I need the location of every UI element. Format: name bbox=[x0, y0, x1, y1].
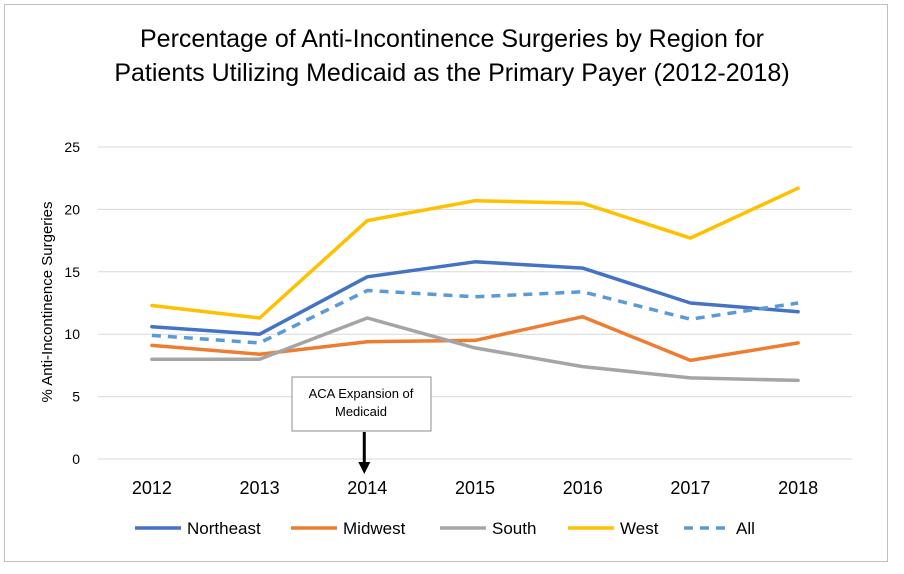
y-tick-label: 10 bbox=[64, 326, 80, 342]
series-lines bbox=[150, 186, 800, 383]
chart-title: Percentage of Anti-Incontinence Surgerie… bbox=[0, 22, 904, 90]
legend-label-south: South bbox=[492, 519, 536, 538]
x-tick-label: 2018 bbox=[778, 478, 818, 498]
chart-title-line1: Percentage of Anti-Incontinence Surgerie… bbox=[140, 25, 764, 53]
chart-title-line2: Patients Utilizing Medicaid as the Prima… bbox=[114, 59, 790, 87]
legend-label-west: West bbox=[620, 519, 659, 538]
annotation-text-line1: ACA Expansion of bbox=[309, 386, 414, 401]
legend-label-midwest: Midwest bbox=[343, 519, 406, 538]
y-axis-ticks: 0 5 10 15 20 25 bbox=[64, 139, 80, 467]
x-tick-label: 2016 bbox=[563, 478, 603, 498]
x-tick-label: 2015 bbox=[455, 478, 495, 498]
legend-label-all: All bbox=[736, 519, 755, 538]
x-tick-label: 2012 bbox=[132, 478, 172, 498]
y-tick-label: 0 bbox=[72, 451, 80, 467]
annotation-box bbox=[291, 376, 432, 432]
series-line-west bbox=[150, 186, 800, 320]
legend-label-northeast: Northeast bbox=[187, 519, 261, 538]
y-axis-label: % Anti-Incontinence Surgeries bbox=[39, 202, 56, 403]
chart-frame bbox=[4, 4, 888, 562]
legend: Northeast Midwest South West All bbox=[135, 519, 755, 538]
x-axis-ticks: 2012 2013 2014 2015 2016 2017 2018 bbox=[132, 478, 818, 498]
series-line-northeast bbox=[150, 260, 800, 336]
y-tick-label: 5 bbox=[72, 389, 80, 405]
x-tick-label: 2017 bbox=[670, 478, 710, 498]
annotation-text-line2: Medicaid bbox=[335, 404, 387, 419]
series-line-midwest bbox=[150, 314, 800, 363]
gridlines bbox=[98, 146, 852, 460]
annotation: ACA Expansion of Medicaid bbox=[291, 376, 432, 474]
y-tick-label: 20 bbox=[64, 201, 80, 217]
y-tick-label: 25 bbox=[64, 139, 80, 155]
series-line-south bbox=[150, 316, 800, 383]
x-tick-label: 2013 bbox=[240, 478, 280, 498]
y-tick-label: 15 bbox=[64, 264, 80, 280]
x-tick-label: 2014 bbox=[347, 478, 387, 498]
annotation-arrowhead bbox=[358, 462, 371, 474]
